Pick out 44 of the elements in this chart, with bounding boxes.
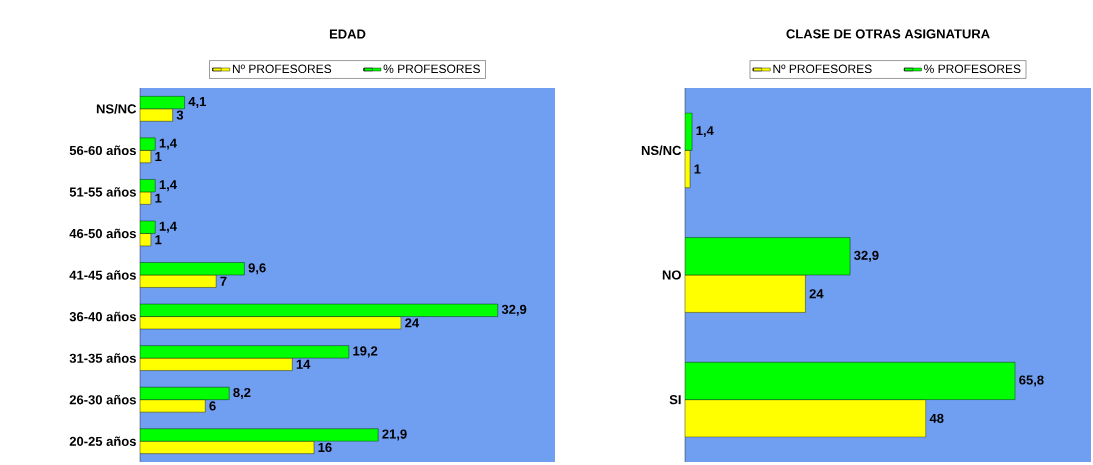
data-label: 21,9 <box>382 429 407 441</box>
y-tick-label: 20-25 años <box>69 436 136 446</box>
data-label: 24 <box>809 289 824 299</box>
data-label: 1 <box>155 235 162 245</box>
data-label: 1 <box>155 193 162 203</box>
data-label: 1 <box>155 152 162 162</box>
y-tick-label: 46-50 años <box>69 228 136 239</box>
y-tick-label: SI <box>669 395 681 405</box>
data-label: 48 <box>929 413 944 423</box>
legend-label: Nº PROFESORES <box>232 64 332 74</box>
data-label: 9,6 <box>248 263 266 275</box>
data-label: 32,9 <box>501 304 527 316</box>
data-label: 6 <box>209 401 216 411</box>
data-label: 8,2 <box>233 387 251 399</box>
bar <box>140 428 379 442</box>
data-label: 16 <box>318 442 332 453</box>
data-label: 32,9 <box>854 250 879 262</box>
chart-title: EDAD <box>329 29 366 39</box>
data-label: 1,4 <box>159 138 177 150</box>
data-label: 65,8 <box>1019 375 1044 387</box>
data-label: 7 <box>220 276 227 286</box>
bar <box>140 108 173 122</box>
chart-title: CLASE DE OTRAS ASIGNATURA <box>786 29 990 39</box>
data-label: 3 <box>176 110 184 120</box>
legend-label: % PROFESORES <box>924 64 1021 74</box>
data-label: 24 <box>405 318 420 328</box>
y-tick-label: 26-30 años <box>69 394 136 405</box>
y-tick-label: 41-45 años <box>69 270 136 280</box>
data-label: 1,4 <box>696 126 714 138</box>
data-label: 19,2 <box>353 346 378 358</box>
legend-label: % PROFESORES <box>383 64 480 74</box>
data-label: 1 <box>694 164 701 174</box>
y-tick-label: 56-60 años <box>69 145 136 156</box>
data-label: 14 <box>296 359 311 369</box>
y-tick-label: 51-55 años <box>69 187 136 197</box>
legend-label: Nº PROFESORES <box>773 64 872 74</box>
y-tick-label: 36-40 años <box>69 311 136 322</box>
y-tick-label: NO <box>662 270 681 280</box>
data-label: 1,4 <box>159 221 177 233</box>
data-label: 4,1 <box>188 97 206 109</box>
y-tick-label: NS/NC <box>641 145 682 156</box>
y-tick-label: 31-35 años <box>69 353 136 363</box>
data-label: 1,4 <box>159 180 177 192</box>
y-tick-label: NS/NC <box>96 103 137 114</box>
